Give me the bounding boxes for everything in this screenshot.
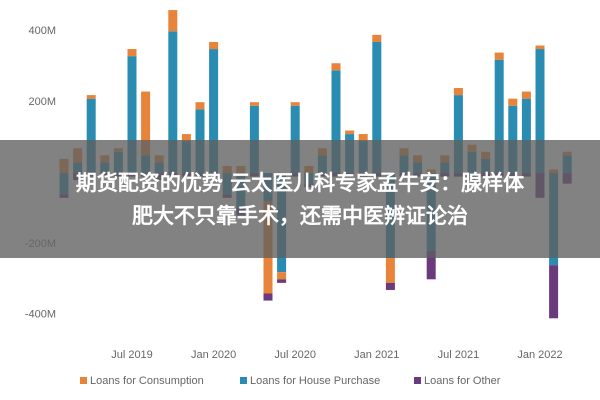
bar-segment — [535, 45, 545, 50]
bar-segment — [249, 102, 259, 106]
bar-segment — [141, 91, 151, 156]
title-banner — [0, 140, 600, 258]
x-tick-label: Jan 2022 — [517, 349, 562, 361]
bar-segment — [453, 95, 463, 174]
bar-segment — [127, 56, 137, 174]
y-tick-label: 400M — [28, 25, 56, 37]
legend-marker — [414, 377, 421, 384]
bar-segment — [385, 258, 395, 283]
bar-segment — [290, 105, 300, 174]
bar-segment — [508, 105, 518, 174]
legend-label: Loans for Other — [424, 375, 501, 387]
bar-segment — [331, 63, 341, 71]
x-tick-label: Jul 2020 — [274, 349, 316, 361]
legend-label: Loans for Consumption — [90, 375, 204, 387]
bar-segment — [453, 88, 463, 96]
overlay-title: 期货配资的优势 云太医儿科专家孟牛安：腺样体 — [76, 171, 525, 195]
bar-segment — [209, 41, 219, 50]
bar-segment — [127, 49, 137, 57]
bar-segment — [521, 98, 531, 174]
y-tick-label: -400M — [25, 309, 56, 321]
bar-segment — [249, 105, 259, 174]
bar-segment — [385, 282, 395, 290]
bar-segment — [209, 49, 219, 174]
x-tick-label: Jan 2020 — [191, 349, 236, 361]
bar-segment — [277, 279, 287, 283]
bar-segment — [331, 70, 341, 174]
bar-segment — [195, 102, 205, 110]
bar-segment — [86, 95, 96, 99]
legend-label: Loans for House Purchase — [250, 375, 380, 387]
bar-segment — [508, 98, 518, 106]
bar-segment — [290, 102, 300, 106]
bar-segment — [535, 49, 545, 174]
y-tick-label: -200M — [25, 238, 56, 250]
bar-segment — [494, 59, 504, 174]
bar-segment — [494, 52, 504, 60]
bar-segment — [168, 10, 178, 32]
bar-segment — [521, 91, 531, 99]
bar-segment — [372, 34, 382, 42]
bar-segment — [277, 272, 287, 280]
bar-segment — [86, 98, 96, 174]
overlay-title: 肥大不只靠手术，还需中医辨证论治 — [132, 204, 468, 228]
y-tick-label: 200M — [28, 96, 56, 108]
bar-segment — [263, 293, 273, 301]
legend-marker — [240, 377, 247, 384]
bar-segment — [372, 41, 382, 174]
legend-marker — [80, 377, 87, 384]
bar-segment — [181, 134, 191, 142]
x-tick-label: Jul 2019 — [111, 349, 153, 361]
x-tick-label: Jul 2021 — [438, 349, 480, 361]
bar-segment — [549, 265, 559, 319]
bar-segment — [426, 250, 436, 280]
x-tick-label: Jan 2021 — [354, 349, 399, 361]
bar-segment — [168, 31, 178, 174]
bar-segment — [358, 134, 368, 142]
bar-segment — [345, 130, 355, 135]
